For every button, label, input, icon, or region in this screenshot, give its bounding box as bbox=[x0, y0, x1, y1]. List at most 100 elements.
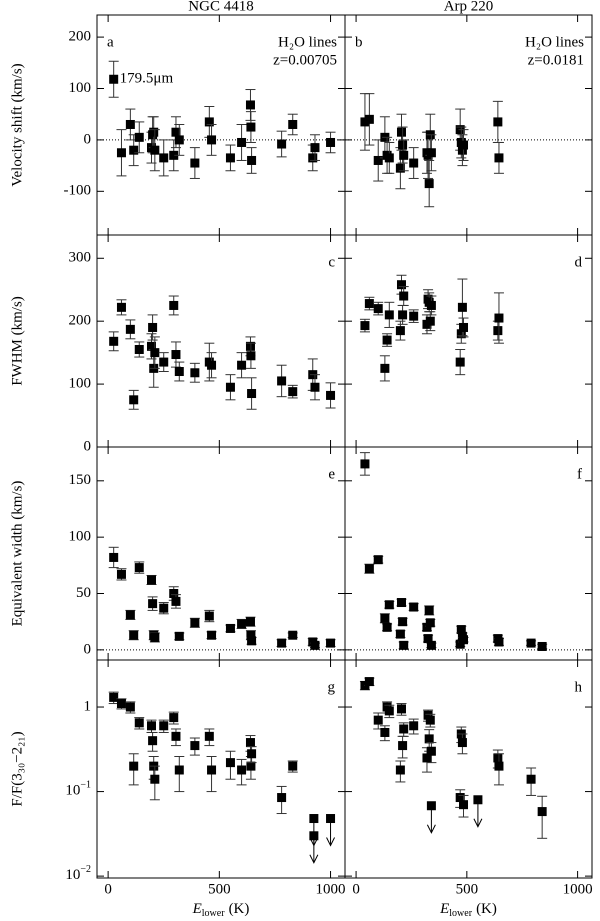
y-tick-label: 200 bbox=[69, 313, 92, 329]
annotation: z=0.0181 bbox=[528, 52, 584, 68]
data-point bbox=[426, 640, 436, 650]
x-tick-label: 1000 bbox=[563, 881, 593, 897]
x-axis-label: Elower (K) bbox=[439, 901, 497, 919]
data-point bbox=[396, 598, 406, 608]
y-axis-label: Equivalent width (km/s) bbox=[9, 481, 25, 627]
panel-label: c bbox=[328, 254, 335, 270]
x-tick-label: 500 bbox=[456, 881, 479, 897]
panel-frame bbox=[344, 659, 593, 879]
data-point bbox=[326, 390, 336, 400]
data-point bbox=[409, 721, 419, 731]
data-point bbox=[360, 321, 370, 331]
data-point bbox=[247, 749, 257, 759]
data-point bbox=[204, 731, 214, 741]
data-point bbox=[237, 619, 247, 629]
column-title: Arp 220 bbox=[444, 0, 494, 14]
limit-arrowhead bbox=[426, 824, 436, 834]
data-point bbox=[364, 677, 374, 687]
data-point bbox=[116, 699, 126, 709]
limit-arrowhead bbox=[309, 854, 319, 864]
data-point bbox=[526, 638, 536, 648]
data-point bbox=[237, 360, 247, 370]
data-point bbox=[382, 335, 392, 345]
y-axis-label: F/F(3₃₀−2₂₁) bbox=[9, 731, 25, 806]
data-point bbox=[396, 280, 406, 290]
annotation: H₂O lines bbox=[525, 34, 584, 50]
x-label-unit: (K) bbox=[476, 901, 497, 917]
data-point bbox=[398, 140, 408, 150]
data-point bbox=[310, 382, 320, 392]
data-point bbox=[380, 363, 390, 373]
data-point bbox=[225, 382, 235, 392]
data-point bbox=[398, 617, 408, 627]
data-point bbox=[109, 552, 119, 562]
data-point bbox=[159, 603, 169, 613]
points bbox=[108, 691, 336, 864]
data-point bbox=[426, 746, 436, 756]
data-point bbox=[246, 630, 256, 640]
data-point bbox=[125, 702, 135, 712]
data-point bbox=[150, 632, 160, 642]
y-tick-label: 100 bbox=[69, 80, 92, 96]
data-point bbox=[373, 155, 383, 165]
data-point bbox=[395, 629, 405, 639]
data-point bbox=[247, 636, 257, 646]
data-point bbox=[373, 715, 383, 725]
data-point bbox=[225, 153, 235, 163]
data-point bbox=[364, 114, 374, 124]
data-point bbox=[426, 148, 436, 158]
data-point bbox=[207, 765, 217, 775]
panel-label: h bbox=[575, 679, 583, 695]
data-point bbox=[395, 163, 405, 173]
panel-frame bbox=[96, 446, 346, 661]
data-point bbox=[116, 569, 126, 579]
data-point bbox=[134, 563, 144, 573]
y-tick-label: 150 bbox=[69, 472, 92, 488]
data-point bbox=[225, 758, 235, 768]
data-point bbox=[174, 631, 184, 641]
data-point bbox=[109, 74, 119, 84]
data-point bbox=[277, 793, 287, 803]
data-point bbox=[457, 145, 467, 155]
panel-frame bbox=[96, 234, 346, 448]
data-point bbox=[146, 721, 156, 731]
data-point bbox=[125, 324, 135, 334]
data-point bbox=[204, 611, 214, 621]
data-point bbox=[384, 153, 394, 163]
data-point bbox=[382, 622, 392, 632]
data-point bbox=[399, 291, 409, 301]
data-point bbox=[425, 618, 435, 628]
panel-label: d bbox=[575, 254, 583, 270]
data-point bbox=[246, 761, 256, 771]
data-point bbox=[207, 630, 217, 640]
data-point bbox=[190, 618, 200, 628]
data-point bbox=[246, 351, 256, 361]
data-point bbox=[494, 761, 504, 771]
data-point bbox=[494, 637, 504, 647]
data-point bbox=[148, 322, 158, 332]
data-point bbox=[245, 738, 255, 748]
data-point bbox=[459, 635, 469, 645]
x-label-symbol: E bbox=[439, 901, 449, 917]
x-label-unit: (K) bbox=[229, 901, 250, 917]
data-point bbox=[380, 613, 390, 623]
data-point bbox=[384, 600, 394, 610]
x-label-subscript: lower bbox=[449, 908, 472, 919]
data-point bbox=[288, 761, 298, 771]
point-annotation: 179.5μm bbox=[120, 71, 174, 87]
data-point bbox=[326, 638, 336, 648]
data-point bbox=[455, 793, 465, 803]
data-point bbox=[409, 158, 419, 168]
data-point bbox=[459, 322, 469, 332]
data-point bbox=[424, 179, 434, 189]
data-point bbox=[360, 459, 370, 469]
data-point bbox=[171, 350, 181, 360]
x-tick-label: 500 bbox=[208, 881, 231, 897]
data-point bbox=[148, 599, 158, 609]
data-point bbox=[171, 731, 181, 741]
data-point bbox=[456, 329, 466, 339]
data-point bbox=[146, 575, 156, 585]
points bbox=[359, 677, 548, 839]
